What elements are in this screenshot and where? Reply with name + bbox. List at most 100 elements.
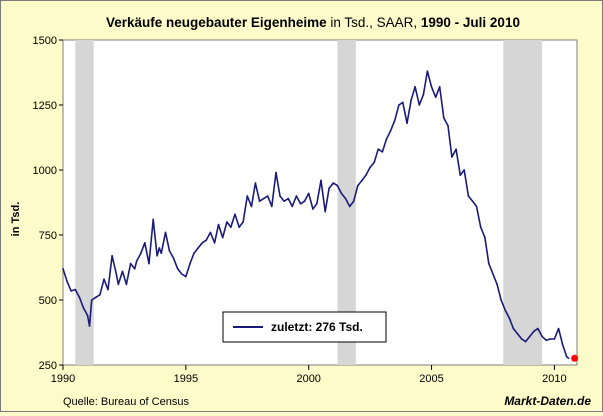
data-point [144,242,146,244]
data-point [299,203,302,205]
y-tick-label: 1250 [33,100,57,112]
data-point [221,236,224,239]
recession-band-2 [337,40,356,365]
data-point [459,174,462,176]
x-axis-ticks: 1990 1995 2000 2005 2010 [51,365,567,385]
data-point [279,195,281,197]
data-point [340,192,343,195]
data-point [90,299,93,301]
legend-label: zuletzt: 276 Tsd. [271,320,363,334]
data-point [541,335,543,338]
data-point [213,242,216,244]
data-point [553,338,556,340]
data-point [193,252,195,254]
data-point [197,247,199,249]
data-point [291,205,294,208]
data-point [107,288,109,291]
data-point [250,205,253,208]
data-point [520,338,523,340]
title-range-part: 1990 - Juli 2010 [421,15,520,30]
data-point [545,339,548,342]
data-point [475,205,478,208]
recession-band-3 [503,40,543,365]
y-tick-label: 750 [39,230,57,242]
data-point [348,205,351,208]
data-point [487,262,490,265]
data-point [172,257,175,260]
recession-bands [75,40,543,365]
series-line [62,70,570,359]
data-point [479,226,482,228]
data-point [361,179,363,182]
x-tick-label: 2005 [419,373,443,385]
data-point [254,182,257,184]
data-point [78,296,81,299]
data-point [152,218,154,221]
data-point [94,296,97,299]
data-point [451,156,453,158]
data-point [164,231,167,234]
data-point [158,247,161,249]
data-point [393,119,396,122]
data-point [217,223,220,226]
data-point [332,182,335,184]
data-point [463,169,466,171]
data-point [82,307,85,309]
data-point [389,130,392,132]
data-point [303,200,306,202]
data-point [262,197,265,200]
x-tick-label: 1995 [174,373,198,385]
data-point [133,268,136,270]
last-value-marker [571,354,579,362]
data-point [156,255,158,257]
data-point [512,327,515,330]
data-point [402,101,404,104]
data-point [209,231,212,234]
data-point [160,252,163,254]
data-point [140,252,142,254]
data-point [115,273,118,275]
data-point [357,184,359,187]
data-point [266,195,269,197]
data-point [430,86,433,88]
data-point [283,200,285,202]
data-point [529,335,531,338]
data-point [492,273,494,275]
recession-band-1 [75,40,94,365]
data-point [549,338,552,340]
data-point [99,294,101,296]
data-point [295,195,298,197]
brand-logo: Markt-Daten.de [504,394,591,408]
data-point [180,273,183,275]
data-point [234,213,236,215]
data-point [537,327,539,330]
data-point [117,283,120,286]
data-point [324,210,326,213]
x-tick-label: 2010 [542,373,566,385]
y-tick-label: 1500 [33,35,57,47]
data-point [516,333,519,335]
data-point [74,288,77,291]
data-point [377,148,380,150]
data-point [406,122,408,124]
data-point [385,138,388,140]
data-point [129,262,132,265]
data-point [373,161,376,163]
y-axis-label: in Tsd. [10,202,22,237]
y-tick-label: 1000 [33,165,57,177]
data-point [455,148,457,150]
y-axis-ticks: 250 500 750 1000 1250 1500 [33,35,63,372]
data-point [88,325,91,327]
data-point [201,242,204,244]
data-point [316,203,318,205]
data-point [70,290,72,292]
data-point [185,275,187,278]
data-point [414,86,416,88]
x-tick-label: 2000 [296,373,320,385]
data-point [438,86,441,88]
data-point [238,226,240,228]
data-point [135,260,138,262]
data-point [365,174,367,176]
data-point [418,104,421,106]
